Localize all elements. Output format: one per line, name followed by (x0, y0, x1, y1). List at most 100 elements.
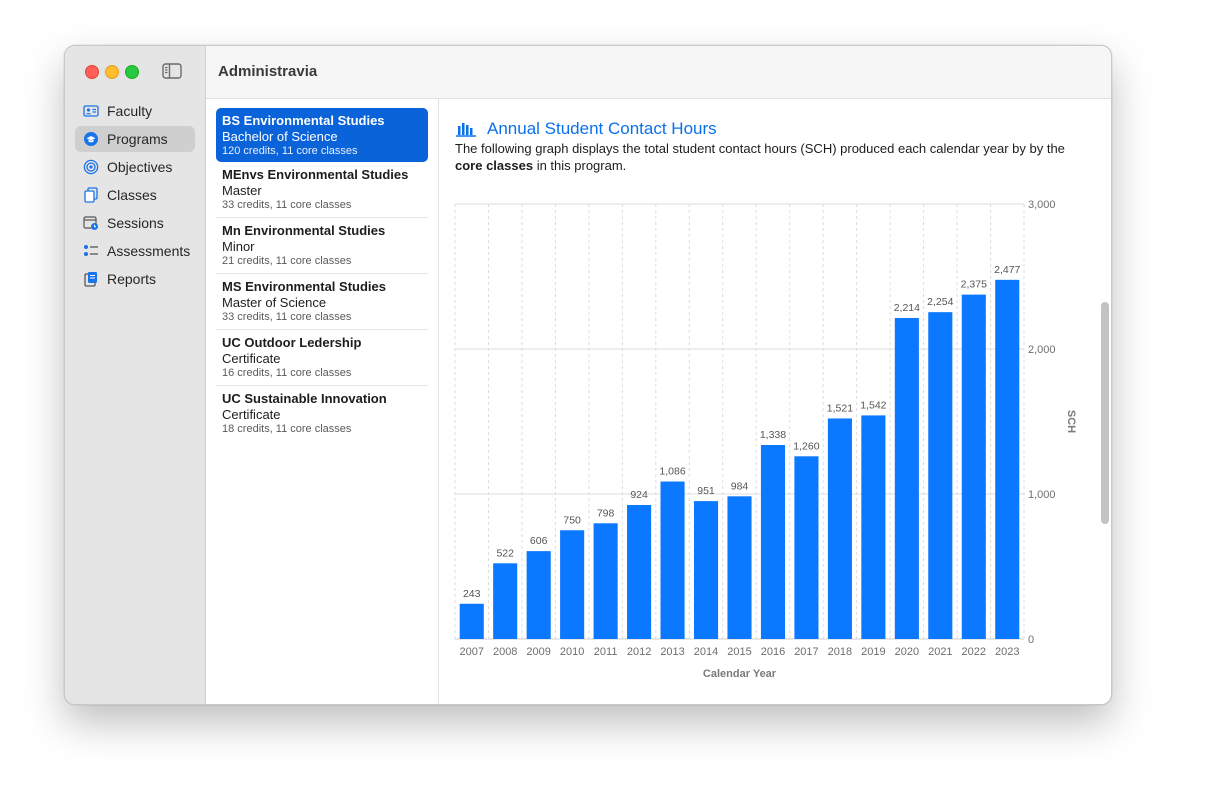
program-row[interactable]: Mn Environmental Studies Minor 21 credit… (216, 218, 428, 274)
program-meta: 33 credits, 11 core classes (222, 199, 352, 211)
sidebar-item-faculty[interactable]: Faculty (75, 98, 195, 124)
bar (526, 551, 551, 639)
zoom-window-button[interactable] (125, 65, 139, 79)
sidebar-item-label: Faculty (107, 103, 153, 119)
program-name: Mn Environmental Studies (222, 223, 386, 238)
program-degree: Bachelor of Science (222, 129, 338, 144)
sidebar-item-label: Sessions (107, 215, 164, 231)
x-tick-label: 2017 (794, 646, 818, 658)
bar (593, 523, 618, 639)
y-tick-label: 1,000 (1028, 489, 1056, 501)
bar-value-label: 924 (630, 489, 648, 501)
sidebar-item-label: Objectives (107, 159, 173, 175)
x-tick-label: 2009 (526, 646, 550, 658)
x-tick-label: 2015 (727, 646, 751, 658)
program-name: MS Environmental Studies (222, 279, 386, 294)
program-meta: 21 credits, 11 core classes (222, 255, 352, 267)
bar (627, 505, 652, 639)
program-degree: Master (222, 183, 262, 198)
x-tick-label: 2010 (560, 646, 584, 658)
person-card-icon (83, 103, 99, 119)
y-axis-title: SCH (1065, 410, 1077, 433)
sidebar-item-programs[interactable]: Programs (75, 126, 195, 152)
y-tick-label: 2,000 (1028, 344, 1056, 356)
x-tick-label: 2008 (493, 646, 517, 658)
calendar-clock-icon (83, 215, 99, 231)
program-degree: Minor (222, 239, 255, 254)
bar-value-label: 984 (731, 480, 749, 492)
program-row-selected[interactable]: BS Environmental Studies Bachelor of Sci… (216, 108, 428, 162)
app-window: Faculty Programs Objectives Classes (64, 45, 1112, 705)
bar (727, 496, 752, 639)
program-meta: 16 credits, 11 core classes (222, 367, 352, 379)
close-window-button[interactable] (85, 65, 99, 79)
window-title: Administravia (218, 63, 318, 80)
bar (493, 563, 518, 639)
x-tick-label: 2007 (459, 646, 483, 658)
checklist-icon (83, 243, 99, 259)
bar (459, 603, 484, 639)
bar-chart-icon (456, 123, 476, 137)
chart-title: Annual Student Contact Hours (487, 119, 717, 138)
sidebar-item-label: Reports (107, 271, 157, 287)
program-list: BS Environmental Studies Bachelor of Sci… (206, 99, 439, 704)
x-tick-label: 2012 (627, 646, 651, 658)
sidebar-item-objectives[interactable]: Objectives (75, 154, 195, 180)
program-row[interactable]: UC Sustainable Innovation Certificate 18… (216, 386, 428, 441)
bar (928, 312, 953, 639)
sidebar-toggle-icon[interactable] (162, 63, 182, 79)
title-bar: Administravia (206, 46, 1111, 99)
chart-header: Annual Student Contact Hours (456, 119, 717, 139)
program-name: BS Environmental Studies (222, 113, 385, 128)
bar (660, 481, 685, 639)
bar (861, 415, 886, 639)
program-degree: Certificate (222, 351, 281, 366)
x-tick-label: 2020 (895, 646, 919, 658)
bar (794, 456, 819, 639)
x-tick-label: 2018 (828, 646, 852, 658)
graduation-cap-icon (83, 131, 99, 147)
bar-value-label: 1,542 (860, 399, 886, 411)
description-emphasis: core classes (455, 158, 534, 173)
x-tick-label: 2022 (962, 646, 986, 658)
scrollbar[interactable] (1099, 99, 1110, 704)
sidebar: Faculty Programs Objectives Classes (65, 46, 206, 704)
x-tick-label: 2021 (928, 646, 952, 658)
bar-value-label: 1,260 (793, 440, 819, 452)
bar (693, 501, 719, 639)
sidebar-item-reports[interactable]: Reports (75, 266, 195, 292)
x-tick-label: 2019 (861, 646, 885, 658)
sidebar-item-assessments[interactable]: Assessments (75, 238, 195, 264)
x-tick-label: 2014 (694, 646, 718, 658)
bar-value-label: 2,214 (894, 302, 920, 314)
sidebar-item-classes[interactable]: Classes (75, 182, 195, 208)
sidebar-item-sessions[interactable]: Sessions (75, 210, 195, 236)
program-row[interactable]: MEnvs Environmental Studies Master 33 cr… (216, 162, 428, 218)
x-tick-label: 2016 (761, 646, 785, 658)
chart-description: The following graph displays the total s… (455, 140, 1085, 174)
sidebar-item-label: Programs (107, 131, 168, 147)
program-row[interactable]: MS Environmental Studies Master of Scien… (216, 274, 428, 330)
x-tick-label: 2013 (660, 646, 684, 658)
bar (894, 317, 919, 639)
sidebar-nav: Faculty Programs Objectives Classes (75, 98, 195, 294)
description-text: The following graph displays the total s… (455, 141, 1065, 156)
x-axis-title: Calendar Year (703, 668, 777, 680)
program-row[interactable]: UC Outdoor Ledership Certificate 16 cred… (216, 330, 428, 386)
report-icon (83, 271, 99, 287)
bar-value-label: 2,477 (994, 264, 1020, 276)
program-name: MEnvs Environmental Studies (222, 167, 409, 182)
minimize-window-button[interactable] (105, 65, 119, 79)
program-meta: 33 credits, 11 core classes (222, 311, 352, 323)
sidebar-item-label: Classes (107, 187, 157, 203)
scrollbar-thumb[interactable] (1101, 302, 1109, 524)
bar-value-label: 1,521 (827, 402, 853, 414)
program-degree: Master of Science (222, 295, 327, 310)
bar (961, 294, 986, 639)
bar-value-label: 243 (463, 588, 481, 600)
target-icon (83, 159, 99, 175)
sidebar-item-label: Assessments (107, 243, 191, 259)
bar-value-label: 606 (530, 535, 548, 547)
program-meta: 120 credits, 11 core classes (222, 145, 358, 157)
program-name: UC Sustainable Innovation (222, 391, 387, 406)
